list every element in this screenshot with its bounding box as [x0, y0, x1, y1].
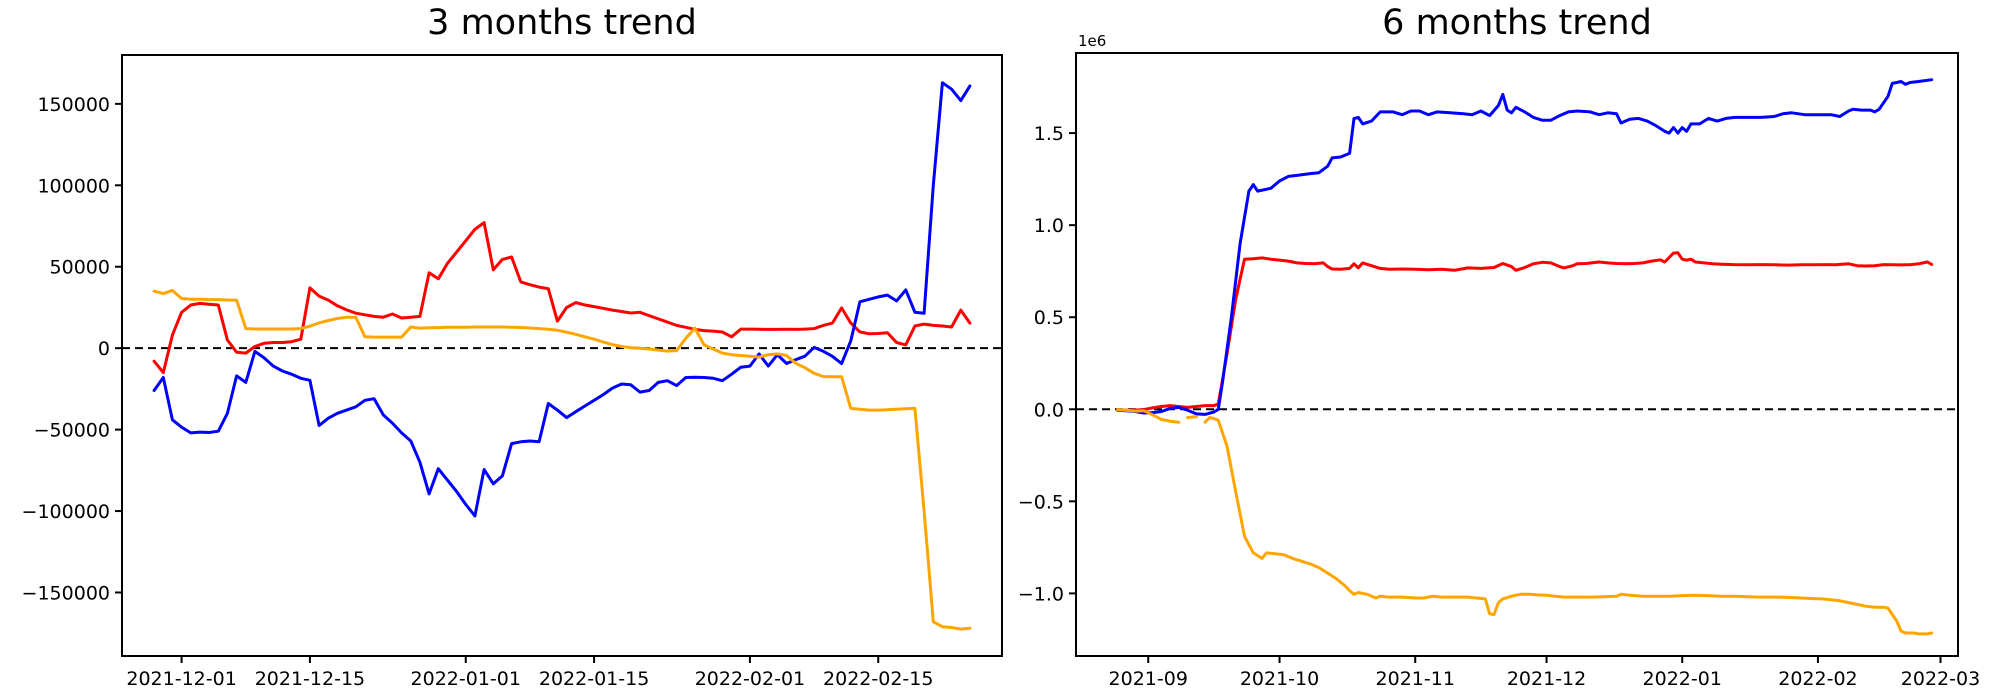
series-line-blue	[1116, 78, 1934, 416]
series-line-orange	[152, 288, 972, 631]
y-tick-label: 50000	[50, 257, 110, 279]
series-line-blue	[152, 81, 972, 518]
x-tick-label: 2021-12	[1507, 668, 1586, 690]
axes-spines	[121, 54, 1003, 657]
x-tick-label: 2022-02-01	[695, 668, 805, 690]
x-tick-label: 2022-01-15	[539, 668, 649, 690]
y-tick-label: −100000	[22, 501, 110, 523]
y-tick-label: 100000	[37, 175, 110, 197]
series-line-red	[152, 221, 972, 375]
x-tick-label: 2022-02-15	[823, 668, 933, 690]
y-tick-label: 150000	[37, 94, 110, 116]
chart-title-6-months: 6 months trend	[1382, 3, 1652, 43]
x-tick-label: 2022-01-01	[411, 668, 521, 690]
x-tick-label: 2021-10	[1240, 668, 1319, 690]
y-tick-label: −0.5	[1018, 491, 1064, 513]
y-tick-label: 1.0	[1034, 215, 1064, 237]
x-tick-label: 2022-02	[1778, 668, 1857, 690]
series-line-orange	[1116, 408, 1934, 636]
y-tick-label: −1.0	[1018, 583, 1064, 605]
series-line-red	[1116, 251, 1934, 412]
x-tick-label: 2021-09	[1109, 668, 1188, 690]
chart-title-3-months: 3 months trend	[427, 3, 697, 43]
y-tick-label: 0	[98, 338, 110, 360]
x-tick-label: 2022-01	[1643, 668, 1722, 690]
y-tick-label: 0.0	[1034, 399, 1064, 421]
axes-spines	[1075, 52, 1959, 657]
x-tick-label: 2021-11	[1376, 668, 1455, 690]
x-tick-label: 2021-12-15	[255, 668, 365, 690]
y-tick-label: 1.5	[1034, 123, 1064, 145]
x-tick-label: 2022-03	[1901, 668, 1980, 690]
y-tick-label: 0.5	[1034, 307, 1064, 329]
y-tick-label: −150000	[22, 582, 110, 604]
y-axis-offset-label: 1e6	[1078, 32, 1106, 50]
x-tick-label: 2021-12-01	[126, 668, 236, 690]
y-tick-label: −50000	[34, 420, 110, 442]
